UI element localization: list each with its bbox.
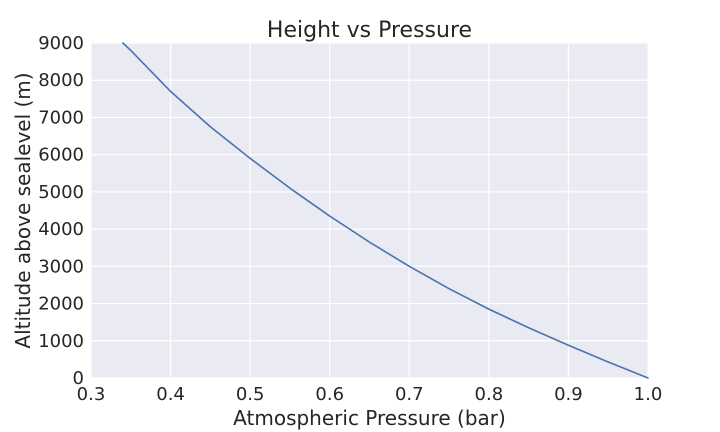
x-tick-label: 0.4: [156, 384, 185, 405]
grid: [90, 42, 649, 379]
x-tick-label: 0.3: [77, 384, 106, 405]
y-tick-label: 0: [73, 368, 84, 389]
y-tick-label: 9000: [38, 33, 84, 54]
y-tick-label: 4000: [38, 219, 84, 240]
y-tick-label: 5000: [38, 182, 84, 203]
x-tick-label: 0.8: [475, 384, 504, 405]
y-tick-labels: 0 1000 2000 3000 4000 5000 6000 7000 8000 9000: [38, 33, 84, 389]
y-tick-label: 3000: [38, 256, 84, 277]
y-tick-label: 1000: [38, 331, 84, 352]
x-tick-label: 0.5: [236, 384, 265, 405]
plot-background: [91, 43, 648, 378]
y-tick-label: 7000: [38, 107, 84, 128]
series-group: [122, 42, 649, 379]
x-tick-label: 0.6: [315, 384, 344, 405]
x-tick-label: 0.9: [554, 384, 583, 405]
x-tick-labels: 0.3 0.4 0.5 0.6 0.7 0.8 0.9 1.0: [77, 384, 663, 405]
x-axis-label: Atmospheric Pressure (bar): [233, 406, 506, 430]
y-tick-label: 6000: [38, 145, 84, 166]
x-tick-label: 0.7: [395, 384, 424, 405]
x-tick-label: 1.0: [634, 384, 663, 405]
series-line-1: [122, 42, 649, 379]
y-axis-label: Altitude above sealevel (m): [11, 72, 35, 348]
chart-title: Height vs Pressure: [267, 18, 472, 43]
y-tick-label: 8000: [38, 70, 84, 91]
y-tick-label: 2000: [38, 294, 84, 315]
